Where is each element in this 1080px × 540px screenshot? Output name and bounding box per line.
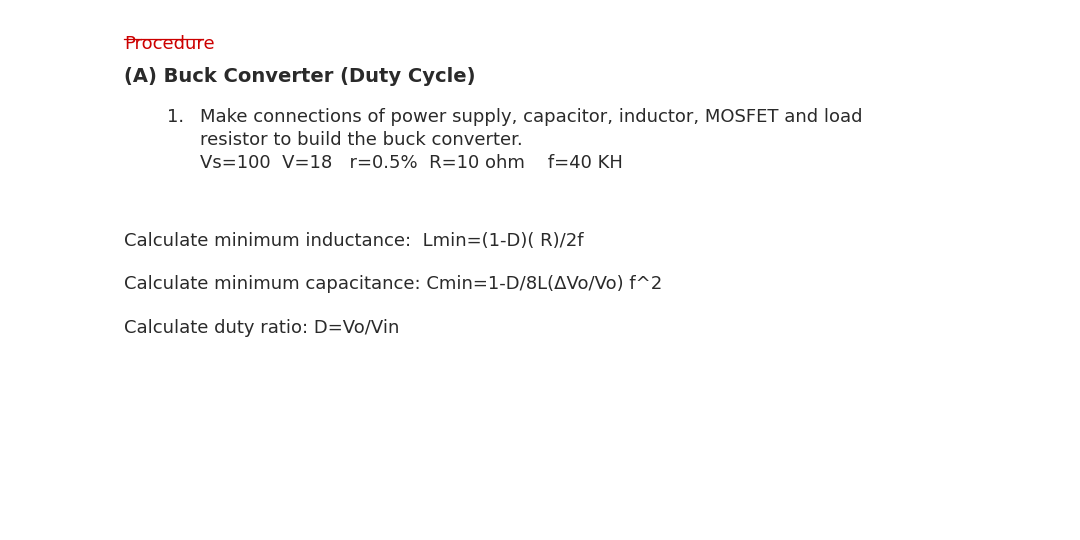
Text: resistor to build the buck converter.: resistor to build the buck converter. — [200, 131, 523, 149]
Text: Calculate minimum inductance:  Lmin=(1-D)( R)/2f: Calculate minimum inductance: Lmin=(1-D)… — [124, 232, 583, 250]
Text: Vs=100  V=18   r=0.5%  R=10 ohm    f=40 KH: Vs=100 V=18 r=0.5% R=10 ohm f=40 KH — [200, 154, 623, 172]
Text: 1.: 1. — [167, 108, 185, 126]
Text: Calculate minimum capacitance: Cmin=1-D/8L(ΔVo/Vo) f^2: Calculate minimum capacitance: Cmin=1-D/… — [124, 275, 662, 293]
Text: Make connections of power supply, capacitor, inductor, MOSFET and load: Make connections of power supply, capaci… — [200, 108, 862, 126]
Text: (A) Buck Converter (Duty Cycle): (A) Buck Converter (Duty Cycle) — [124, 68, 475, 86]
Text: Calculate duty ratio: D=Vo/Vin: Calculate duty ratio: D=Vo/Vin — [124, 319, 400, 336]
Text: Procedure: Procedure — [124, 35, 215, 53]
